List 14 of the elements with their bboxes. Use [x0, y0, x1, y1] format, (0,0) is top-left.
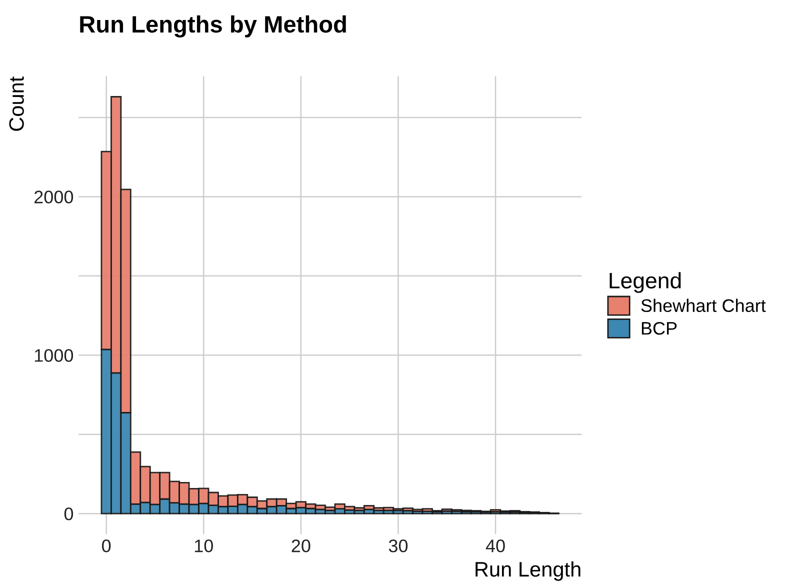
x-tick-label: 40	[486, 540, 505, 552]
x-tick-label: 10	[194, 540, 213, 552]
x-tick-label: 30	[388, 540, 408, 552]
y-axis-title: Count	[9, 76, 24, 131]
x-axis-title: Run Length	[476, 561, 580, 581]
legend-label: BCP	[642, 322, 677, 335]
legend-label: Shewhart Chart	[641, 298, 766, 312]
y-tick-label: 1000	[34, 349, 74, 362]
y-tick-label: 0	[64, 508, 74, 520]
y-tick-label: 2000	[34, 190, 74, 204]
x-tick-label: 0	[102, 540, 111, 552]
x-tick-label: 20	[292, 540, 310, 552]
chart-title: Run Lengths by Method	[80, 15, 346, 38]
legend-title: Legend	[610, 272, 681, 293]
